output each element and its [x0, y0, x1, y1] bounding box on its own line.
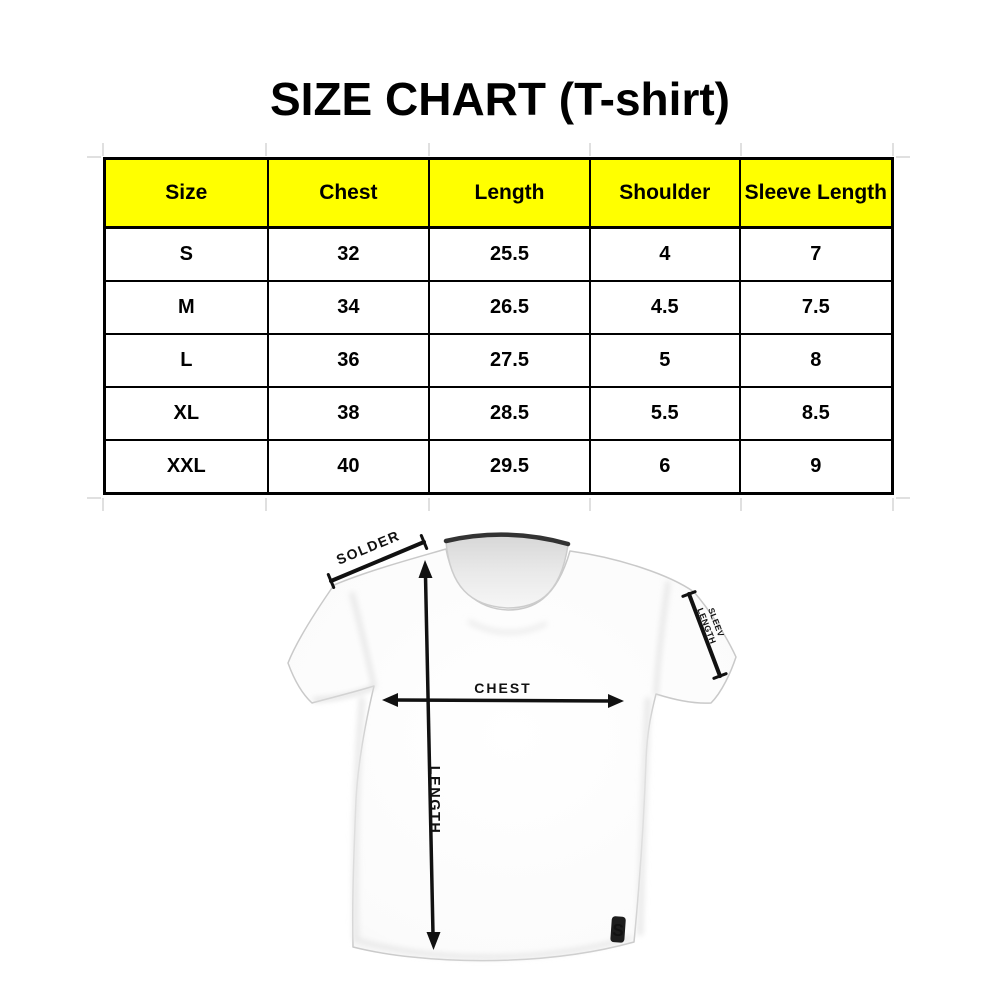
- size-table-header-row: Size Chest Length Shoulder Sleeve Length: [103, 157, 894, 229]
- size-cell: 40: [266, 439, 431, 495]
- column-header: Sleeve Length: [738, 157, 894, 229]
- column-header: Chest: [266, 157, 431, 229]
- size-cell: 9: [738, 439, 894, 495]
- size-cell: 36: [266, 333, 431, 388]
- size-cell: 5: [588, 333, 741, 388]
- size-row: L 36 27.5 5 8: [103, 333, 894, 388]
- size-cell: 7.5: [738, 280, 894, 335]
- size-cell: 28.5: [428, 386, 591, 441]
- size-table: Size Chest Length Shoulder Sleeve Length S 32…: [103, 157, 894, 495]
- measurement-annotations: [326, 534, 728, 950]
- page-title: SIZE CHART (T-shirt): [270, 73, 730, 125]
- size-table-body: S 32 25.5 4 7 M 34 26.5 4.5 7.5 L 36 27.5 5 8 XL 38 28.5 5…: [103, 226, 894, 495]
- size-cell: 8: [738, 333, 894, 388]
- size-row: XXL 40 29.5 6 9: [103, 439, 894, 495]
- size-cell: 5.5: [588, 386, 741, 441]
- size-cell: XXL: [103, 439, 269, 495]
- tshirt-body: [287, 548, 737, 962]
- size-cell: 38: [266, 386, 431, 441]
- size-row: M 34 26.5 4.5 7.5: [103, 280, 894, 335]
- size-cell: M: [103, 280, 269, 335]
- shoulder-measure-line: [326, 534, 429, 589]
- size-cell: 26.5: [428, 280, 591, 335]
- gridline-stubs: [87, 143, 910, 511]
- size-cell: 6: [588, 439, 741, 495]
- size-cell: 29.5: [428, 439, 591, 495]
- size-cell: S: [103, 226, 269, 282]
- column-header: Size: [103, 157, 269, 229]
- column-header: Length: [428, 157, 591, 229]
- chest-measure-label: CHEST: [474, 680, 531, 696]
- size-cell: 4: [588, 226, 741, 282]
- size-cell: 25.5: [428, 226, 591, 282]
- size-cell: 34: [266, 280, 431, 335]
- size-cell: 8.5: [738, 386, 894, 441]
- size-cell: 32: [266, 226, 431, 282]
- brand-logo-letter: S: [612, 921, 625, 941]
- size-row: S 32 25.5 4 7: [103, 226, 894, 282]
- tshirt-collar: [443, 532, 571, 547]
- size-cell: 7: [738, 226, 894, 282]
- size-row: XL 38 28.5 5.5 8.5: [103, 386, 894, 441]
- column-header: Shoulder: [588, 157, 741, 229]
- length-measure-arrow: [418, 560, 441, 950]
- tshirt-graphic: S: [287, 532, 737, 962]
- length-measure-label: LENGTH: [426, 766, 442, 835]
- size-cell: L: [103, 333, 269, 388]
- size-cell: 4.5: [588, 280, 741, 335]
- brand-logo: S: [610, 916, 626, 943]
- size-cell: XL: [103, 386, 269, 441]
- sleeve-measure-line: [681, 590, 728, 680]
- chest-measure-arrow: [382, 693, 624, 708]
- shoulder-measure-label: SOLDER: [334, 527, 402, 568]
- size-cell: 27.5: [428, 333, 591, 388]
